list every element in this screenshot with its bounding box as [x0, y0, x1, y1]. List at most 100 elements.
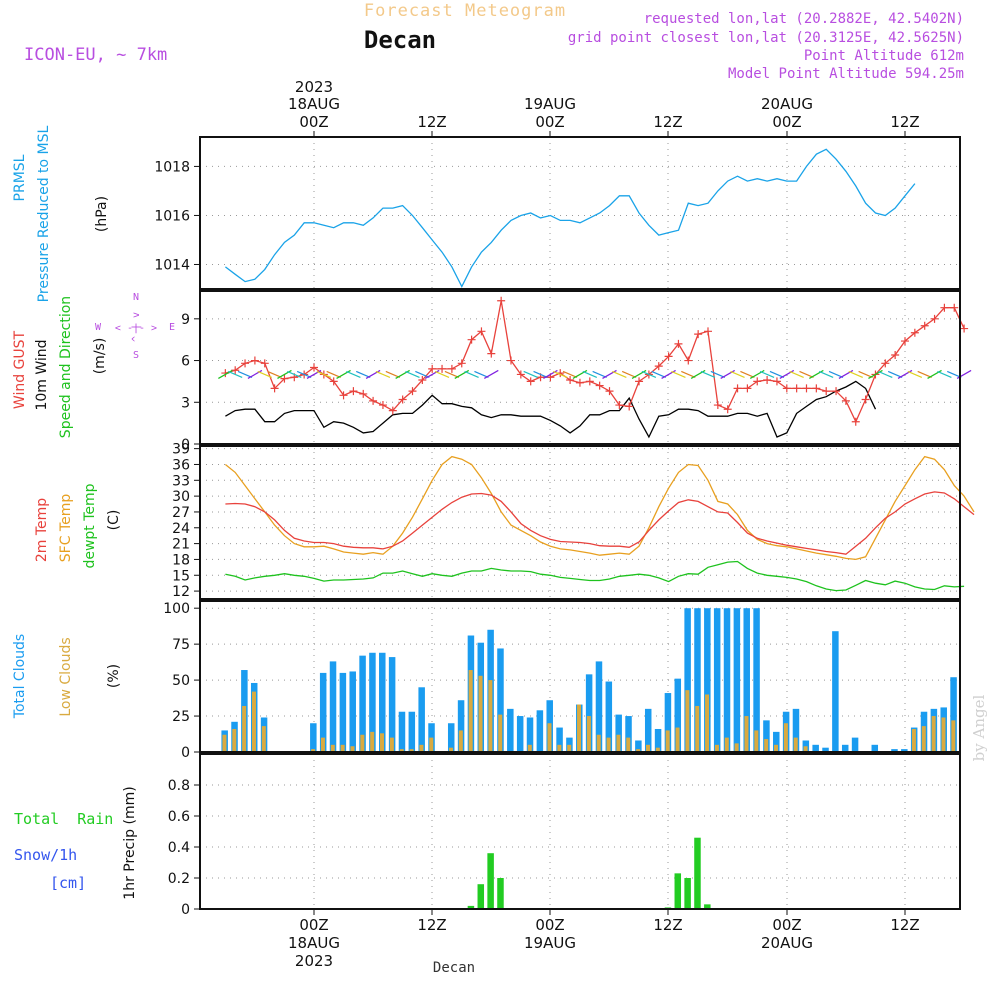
- top-hour-label-2: 12Z: [417, 113, 446, 131]
- prmsl-ytick-label: 1014: [154, 257, 190, 273]
- low-cloud-bar: [468, 670, 473, 752]
- wind-arrow: [818, 370, 834, 379]
- gust-marker: [487, 349, 496, 358]
- total-cloud-bar: [664, 693, 672, 752]
- bottom-hour-label-6: 12Z: [890, 916, 919, 934]
- total-cloud-bar: [654, 728, 662, 752]
- wind-arrow: [887, 370, 903, 379]
- total-cloud-bar: [526, 717, 534, 752]
- footer-location: Decan: [433, 960, 475, 976]
- precip-ytick-label: 0.8: [168, 778, 190, 794]
- sfc-temp-line: [224, 455, 975, 561]
- gust-marker: [723, 405, 732, 414]
- wind-arrow: [356, 370, 371, 379]
- total-cloud-bar: [841, 744, 849, 752]
- low-cloud-bar: [370, 731, 375, 752]
- wind-ytick-label: 0: [181, 437, 190, 453]
- temp-ytick-label: 18: [172, 552, 190, 568]
- wind-arrow: [464, 370, 479, 379]
- low-cloud-bar: [429, 737, 434, 752]
- gust-marker: [772, 377, 781, 386]
- prmsl-line: [225, 148, 916, 288]
- top-hour-label-5: 00Z: [772, 113, 801, 131]
- low-cloud-bar: [242, 705, 247, 752]
- gust-marker: [398, 395, 407, 404]
- gust-marker: [940, 303, 949, 312]
- compass-rose: N S W E < -|- > ^ | v: [95, 292, 175, 361]
- gust-marker: [704, 327, 712, 336]
- low-cloud-bar: [705, 694, 710, 752]
- plot-area: 1014101610180369121518212427303336390255…: [154, 131, 975, 918]
- total-cloud-bar: [694, 608, 701, 752]
- gust-marker: [566, 376, 575, 385]
- wind-arrow: [789, 370, 804, 379]
- temp-ytick-label: 30: [172, 489, 190, 505]
- bottom-day-label-1: 18AUG: [288, 934, 340, 952]
- precip-ytick-label: 0.4: [168, 840, 190, 856]
- gust-marker: [713, 401, 722, 410]
- clouds-frame: [199, 600, 961, 753]
- total-cloud-bar: [349, 671, 356, 752]
- rain-bar: [674, 873, 682, 909]
- prmsl-background: [200, 137, 960, 289]
- low-cloud-bar: [764, 739, 769, 752]
- wind-arrow: [267, 370, 282, 379]
- total-cloud-bar: [408, 711, 416, 752]
- total-cloud-bar: [536, 710, 544, 752]
- low-cloud-bar: [458, 730, 463, 752]
- gust-marker: [428, 364, 437, 373]
- wind-speed-line: [225, 380, 877, 439]
- low-cloud-bar: [399, 749, 404, 752]
- gust-marker: [674, 339, 683, 348]
- wind-arrow: [444, 370, 460, 379]
- wind-label: 10m Wind: [34, 339, 50, 410]
- gust-marker: [822, 387, 831, 396]
- low-cloud-bar: [803, 746, 808, 752]
- total-cloud-bar: [723, 608, 731, 752]
- prmsl-ytick-label: 1018: [154, 159, 190, 175]
- wind-arrow: [582, 370, 598, 379]
- total-cloud-bar: [310, 723, 317, 752]
- top-title: Forecast Meteogram: [364, 1, 566, 21]
- total-cloud-bar: [457, 700, 465, 752]
- gust-marker: [310, 363, 318, 372]
- total-cloud-bar: [625, 716, 632, 752]
- gust-marker: [812, 384, 821, 393]
- low-cloud-bar: [951, 720, 956, 752]
- wind-arrow: [710, 370, 726, 379]
- temp-ytick-label: 24: [172, 521, 190, 537]
- gust-marker: [408, 387, 417, 396]
- wind-unit: (m/s): [92, 338, 108, 375]
- total-cloud-bar: [595, 661, 603, 752]
- model-label: ICON-EU, ~ 7km: [24, 45, 167, 65]
- low-cloud-bar: [350, 746, 355, 752]
- wind-arrow: [937, 370, 952, 379]
- total-cloud-bar: [684, 608, 691, 752]
- precip-frame: [199, 753, 961, 910]
- gust-marker: [901, 337, 909, 346]
- gust-marker: [250, 356, 259, 365]
- wind-arrow: [917, 370, 932, 379]
- gust-marker: [733, 384, 742, 393]
- gust-marker: [832, 387, 841, 396]
- total-cloud-bar: [516, 716, 524, 752]
- low-cloud-bar: [616, 734, 621, 752]
- gust-marker: [467, 335, 476, 344]
- top-hour-label-1: 00Z: [299, 113, 328, 131]
- gust-marker: [625, 402, 634, 411]
- wind-arrow: [671, 370, 686, 379]
- total-clouds-label: Total Clouds: [12, 634, 28, 719]
- wind-arrow: [405, 370, 420, 379]
- low-cloud-bar: [685, 690, 690, 752]
- precip-ytick-label: 0.6: [168, 809, 190, 825]
- clouds-panel: 0 25 50 75 100: [163, 600, 961, 761]
- total-cloud-bar: [615, 714, 622, 752]
- low-cloud-bar: [311, 749, 316, 752]
- precip-panel: 0 0.2 0.4 0.6 0.8: [168, 753, 961, 918]
- low-cloud-bar: [596, 734, 601, 752]
- total-cloud-bar: [447, 723, 455, 752]
- temp-ytick-label: 12: [172, 584, 190, 600]
- low-cloud-bar: [222, 734, 227, 752]
- wind-direction-label: Speed and Direction: [58, 296, 74, 438]
- wind-ytick-label: 6: [181, 354, 190, 370]
